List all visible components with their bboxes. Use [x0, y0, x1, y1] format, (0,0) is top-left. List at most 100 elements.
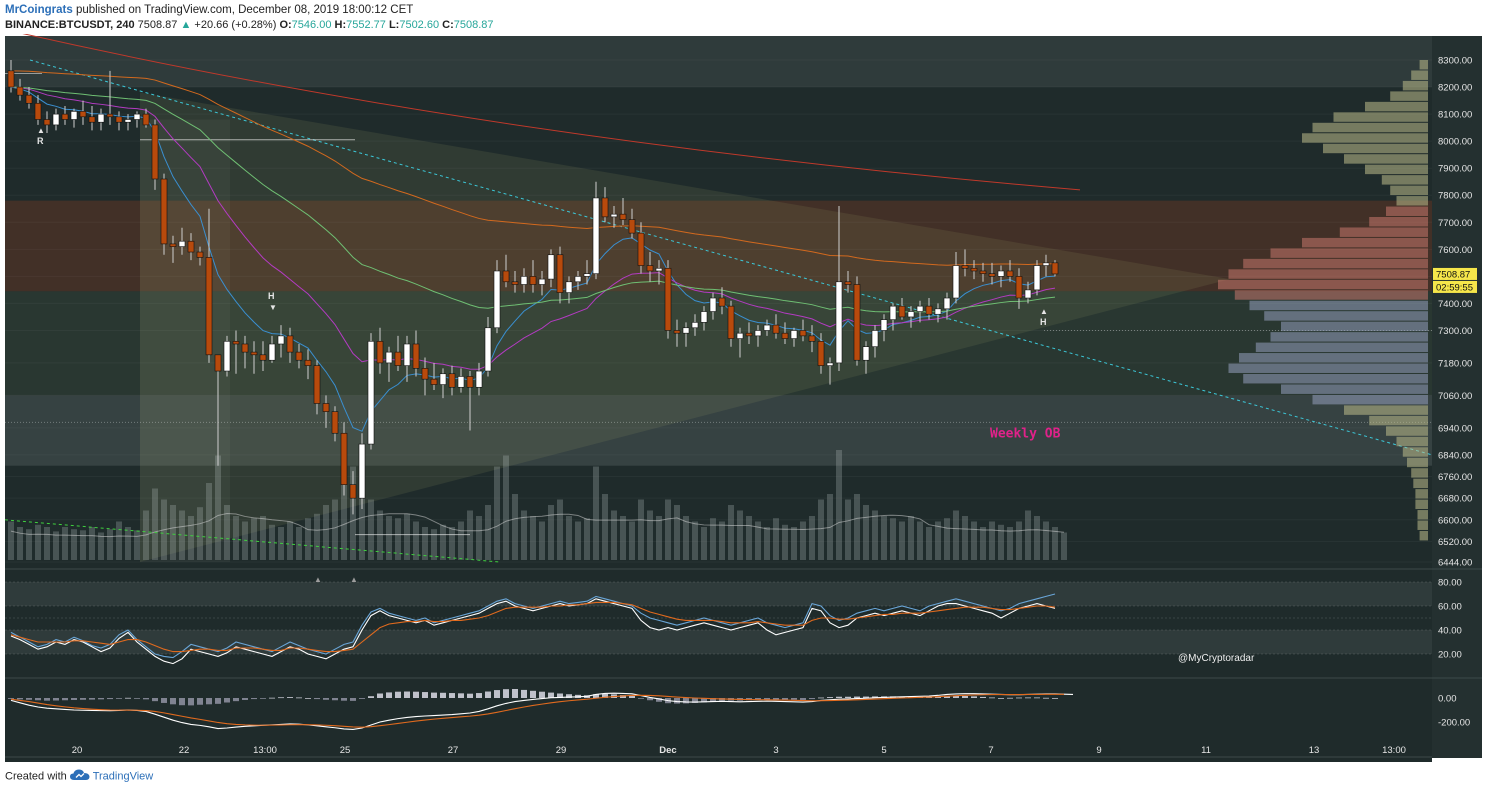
down-arrow-icon: ▼ — [269, 303, 277, 312]
volume-bar — [98, 532, 104, 560]
volume-bar — [683, 516, 689, 560]
candle — [367, 340, 375, 445]
macd-histogram-bar — [242, 698, 248, 700]
close-label: C: — [442, 19, 454, 31]
time-tick-label: Dec — [659, 745, 676, 756]
last-price: 7508.87 — [137, 19, 178, 31]
volume-bar — [539, 521, 545, 560]
macd-histogram-bar — [53, 698, 59, 701]
price-tick-label: 7180.00 — [1438, 358, 1472, 369]
volume-bar — [1043, 521, 1049, 560]
volume-bar — [485, 505, 491, 560]
volume-profile-bar — [1270, 248, 1428, 258]
volume-profile-bar — [1369, 216, 1428, 227]
volume-bar — [458, 521, 464, 560]
candle — [619, 213, 627, 220]
volume-bar — [17, 527, 23, 560]
candle — [844, 281, 852, 285]
macd-histogram-bar — [809, 698, 815, 700]
ema-200-line — [22, 34, 1081, 191]
volume-profile-bar — [1323, 143, 1428, 154]
osc-tick-label: 60.00 — [1438, 602, 1462, 613]
candle — [556, 254, 564, 293]
volume-profile-bar — [1234, 290, 1428, 300]
volume-bar — [53, 531, 59, 560]
candle — [268, 343, 276, 361]
macd-histogram-bar — [98, 698, 104, 700]
macd-line — [10, 692, 1074, 730]
price-tick-label: 8200.00 — [1438, 83, 1472, 94]
candle — [961, 265, 969, 269]
macd-histogram-bar — [404, 691, 410, 698]
volume-bar — [62, 527, 68, 560]
macd-histogram-bar — [287, 697, 293, 698]
volume-bar — [989, 521, 995, 560]
candle — [97, 113, 105, 123]
volume-bar — [728, 505, 734, 560]
macd-histogram-bar — [692, 698, 698, 703]
macd-tick-label: -200.00 — [1438, 718, 1470, 729]
macd-histogram-bar — [602, 693, 608, 698]
candle — [160, 178, 168, 245]
volume-bar — [251, 518, 257, 560]
tradingview-link[interactable]: TradingView — [92, 770, 154, 783]
candle — [763, 324, 771, 331]
price-tick-label: 6760.00 — [1438, 472, 1472, 483]
high-value: 7552.77 — [346, 19, 386, 31]
volume-bar — [215, 455, 221, 560]
up-arrow-icon: ▲ — [350, 575, 358, 584]
macd-histogram-bar — [872, 696, 878, 698]
volume-bar — [224, 505, 230, 560]
volume-bar — [494, 466, 500, 560]
candle — [205, 257, 213, 356]
macd-histogram-bar — [233, 698, 239, 702]
candle — [412, 343, 420, 369]
candle — [232, 340, 240, 345]
volume-bar — [377, 510, 383, 560]
candle — [169, 243, 177, 247]
candle — [592, 197, 600, 274]
candle — [115, 116, 123, 123]
candle — [250, 351, 258, 356]
price-axis-background — [1432, 36, 1482, 758]
last-price-tag-label: 7508.87 — [1436, 269, 1470, 280]
volume-bar — [764, 527, 770, 560]
volume-bar — [719, 521, 725, 560]
candle — [430, 378, 438, 385]
candle — [502, 270, 510, 283]
candle — [601, 197, 609, 218]
up-arrow-icon: ▲ — [1040, 307, 1048, 316]
macd-histogram-bar — [764, 698, 770, 700]
author-link[interactable]: MrCoingrats — [5, 4, 73, 16]
candle — [196, 251, 204, 258]
macd-histogram-bar — [305, 698, 311, 699]
time-tick-label: 3 — [773, 745, 778, 756]
candle — [862, 346, 870, 361]
volume-bar — [953, 510, 959, 560]
macd-histogram-bar — [476, 693, 482, 698]
volume-bar — [35, 524, 41, 560]
volume-profile-bar — [1255, 342, 1428, 353]
candle — [736, 332, 744, 339]
volume-bar — [638, 499, 644, 560]
candle — [322, 403, 330, 412]
volume-bar — [80, 530, 86, 560]
volume-bar — [647, 510, 653, 560]
volume-bar — [206, 483, 212, 560]
macd-histogram-bar — [116, 698, 122, 699]
volume-bar — [44, 527, 50, 560]
macd-histogram-bar — [323, 698, 329, 700]
price-tick-label: 8000.00 — [1438, 137, 1472, 148]
time-axis-background — [5, 758, 1432, 762]
macd-histogram-bar — [656, 698, 662, 702]
time-tick-label: 9 — [1096, 745, 1101, 756]
macd-histogram-bar — [1043, 697, 1049, 699]
close-value: 7508.87 — [453, 19, 494, 31]
volume-bar — [575, 521, 581, 560]
volume-bar — [746, 516, 752, 560]
volume-bar — [314, 513, 320, 560]
macd-histogram-bar — [836, 696, 842, 698]
volume-profile-bar — [1312, 394, 1428, 405]
volume-bar — [665, 499, 671, 560]
